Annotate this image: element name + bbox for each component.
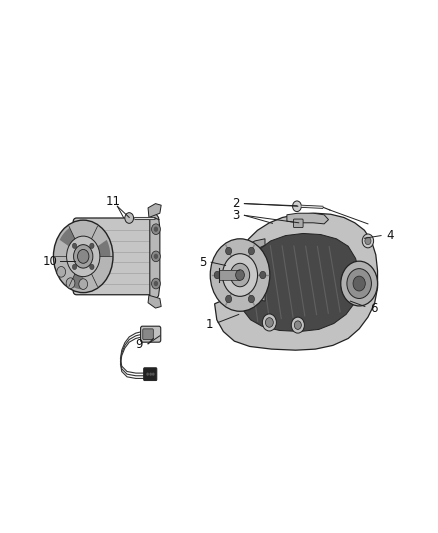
Circle shape — [53, 220, 113, 293]
Circle shape — [149, 373, 152, 376]
Circle shape — [152, 278, 160, 289]
Polygon shape — [237, 239, 265, 301]
Circle shape — [293, 201, 301, 212]
Circle shape — [152, 373, 155, 376]
Circle shape — [90, 264, 94, 270]
Circle shape — [66, 278, 75, 288]
Circle shape — [152, 251, 160, 262]
FancyBboxPatch shape — [293, 219, 303, 228]
Text: 1: 1 — [205, 318, 213, 330]
Circle shape — [365, 237, 371, 245]
Circle shape — [210, 239, 270, 311]
Polygon shape — [60, 228, 83, 256]
Circle shape — [90, 243, 94, 248]
Circle shape — [214, 271, 220, 279]
Polygon shape — [150, 213, 160, 300]
Circle shape — [230, 263, 250, 287]
FancyBboxPatch shape — [73, 218, 155, 295]
Circle shape — [78, 249, 89, 263]
Circle shape — [74, 245, 93, 268]
Text: 9: 9 — [135, 338, 143, 351]
Polygon shape — [83, 240, 110, 256]
Text: 5: 5 — [199, 256, 206, 269]
Polygon shape — [148, 204, 161, 217]
Text: 3: 3 — [232, 209, 239, 222]
Circle shape — [154, 227, 158, 232]
Circle shape — [262, 314, 276, 331]
Circle shape — [362, 234, 374, 248]
Circle shape — [226, 295, 232, 303]
Circle shape — [294, 321, 301, 329]
Text: 6: 6 — [370, 302, 378, 314]
Polygon shape — [240, 233, 359, 332]
Circle shape — [72, 264, 77, 270]
FancyBboxPatch shape — [141, 326, 161, 342]
Circle shape — [79, 279, 88, 289]
Circle shape — [291, 317, 304, 333]
Circle shape — [57, 266, 66, 277]
Text: 2: 2 — [232, 197, 240, 210]
Circle shape — [146, 373, 149, 376]
Text: 11: 11 — [106, 195, 120, 208]
Text: 4: 4 — [386, 229, 394, 242]
FancyBboxPatch shape — [143, 329, 153, 340]
Circle shape — [154, 281, 158, 286]
Circle shape — [341, 261, 378, 306]
Polygon shape — [70, 256, 83, 289]
Circle shape — [347, 269, 371, 298]
Circle shape — [226, 247, 232, 255]
Circle shape — [236, 270, 244, 280]
Text: 10: 10 — [43, 255, 58, 268]
Circle shape — [125, 213, 134, 223]
Circle shape — [248, 295, 254, 303]
Polygon shape — [287, 213, 328, 224]
FancyBboxPatch shape — [144, 368, 157, 381]
Circle shape — [152, 224, 160, 235]
Polygon shape — [215, 213, 378, 350]
Circle shape — [265, 318, 273, 327]
Circle shape — [260, 271, 266, 279]
Circle shape — [353, 276, 365, 291]
Circle shape — [223, 254, 258, 296]
Circle shape — [248, 247, 254, 255]
Polygon shape — [148, 295, 161, 308]
Circle shape — [72, 243, 77, 248]
Circle shape — [67, 236, 100, 277]
Circle shape — [154, 254, 158, 259]
